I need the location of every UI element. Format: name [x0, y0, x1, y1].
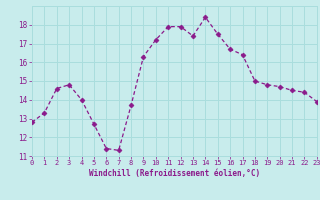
X-axis label: Windchill (Refroidissement éolien,°C): Windchill (Refroidissement éolien,°C): [89, 169, 260, 178]
